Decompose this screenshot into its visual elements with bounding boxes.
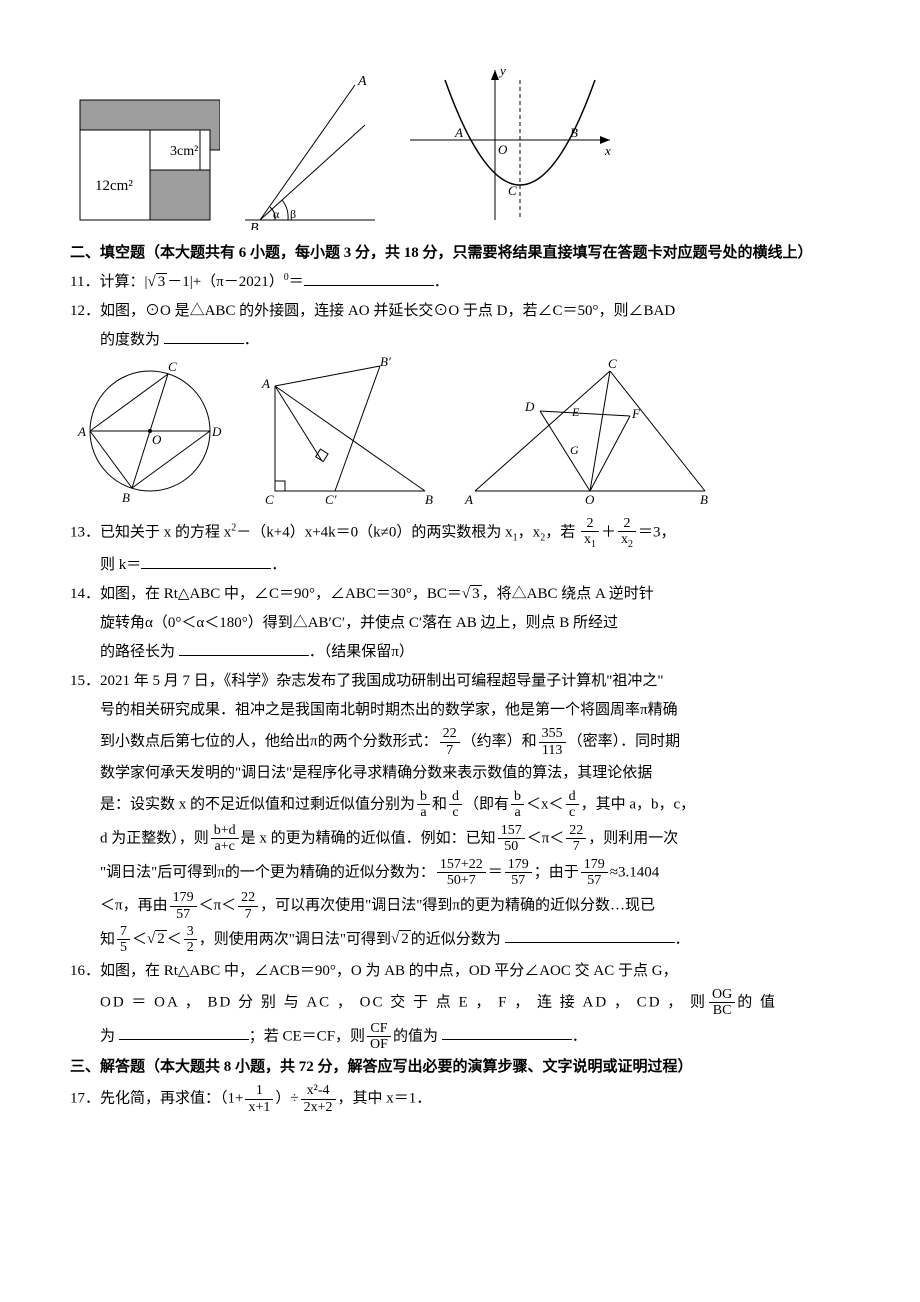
blank-13 [141, 553, 271, 569]
svg-text:x: x [604, 143, 611, 158]
problem-14-l2: 旋转角α（0°＜α＜180°）得到△AB′C′，并使点 C′落在 AB 边上，则… [70, 610, 850, 637]
problem-14: 14．如图，在 Rt△ABC 中，∠C＝90°，∠ABC＝30°，BC＝3，将△… [70, 581, 850, 608]
svg-text:A: A [464, 492, 473, 506]
problem-13: 13．已知关于 x 的方程 x2－（k+4）x+4k＝0（k≠0）的两实数根为 … [70, 516, 850, 550]
svg-text:β: β [290, 207, 296, 221]
svg-text:O: O [152, 432, 162, 447]
section-2-header: 二、填空题（本大题共有 6 小题，每小题 3 分，共 18 分，只需要将结果直接… [70, 240, 850, 267]
svg-text:B: B [700, 492, 708, 506]
q12-text: 12．如图，⊙O 是△ABC 的外接圆，连接 AO 并延长交⊙O 于点 D，若∠… [70, 303, 675, 319]
problem-16-l2: OD ＝ OA ， BD 分 别 与 AC ， OC 交 于 点 E ， F ，… [70, 987, 850, 1019]
blank-14 [179, 640, 309, 656]
problem-15-l9: 知75＜2＜32，则使用两次"调日法"可得到2的近似分数为 ． [70, 924, 850, 956]
svg-text:C: C [265, 492, 274, 506]
sqrt-3: 3 [147, 269, 167, 296]
top-figures-row: 3cm² 12cm² A B α β y x A B O C [70, 60, 850, 230]
q11-pre: 11．计算：| [70, 274, 147, 290]
blank-12 [164, 328, 244, 344]
problem-14-l3: 的路径长为 ．（结果保留π） [70, 639, 850, 666]
figure-rotation-triangle: A C B B′ C′ [250, 356, 440, 506]
mid-figures-row: O A D C B A C B B′ C′ A B C [70, 356, 850, 506]
svg-text:A: A [454, 125, 463, 140]
svg-text:D: D [524, 399, 535, 414]
q12-line2-text: 的度数为 [100, 332, 164, 348]
svg-text:D: D [211, 424, 222, 439]
problem-15-l3: 到小数点后第七位的人，他给出π的两个分数形式：227（约率）和355113（密率… [70, 726, 850, 758]
problem-16-l1: 16．如图，在 Rt△ABC 中，∠ACB＝90°，O 为 AB 的中点，OD … [70, 958, 850, 985]
svg-text:α: α [273, 207, 280, 221]
problem-15-l6: d 为正整数），则b+da+c是 x 的更为精确的近似值．例如：已知15750＜… [70, 823, 850, 855]
problem-13-line2: 则 k＝． [70, 552, 850, 579]
problem-15-l7: "调日法"后可得到π的一个更为精确的近似分数为：157+2250+7＝17957… [70, 857, 850, 889]
blank-11 [304, 270, 434, 286]
svg-text:B: B [570, 125, 578, 140]
figure-circle-abcd: O A D C B [70, 356, 230, 506]
svg-text:E: E [571, 405, 580, 419]
problem-12: 12．如图，⊙O 是△ABC 的外接圆，连接 AO 并延长交⊙O 于点 D，若∠… [70, 298, 850, 325]
problem-12-line2: 的度数为 ． [70, 327, 850, 354]
svg-text:B′: B′ [380, 356, 391, 369]
figure-triangle-alpha-beta: A B α β [240, 70, 380, 230]
problem-15-l5: 是：设实数 x 的不足近似值和过剩近似值分别为ba和dc（即有ba＜x＜dc，其… [70, 789, 850, 821]
figure-parabola: y x A B O C [400, 60, 620, 230]
label-12cm2: 12cm² [95, 178, 133, 194]
q13-pre: 13．已知关于 x 的方程 x [70, 525, 231, 541]
q11-tail: ＝ [289, 274, 304, 290]
problem-15-l2: 号的相关研究成果．祖冲之是我国南北朝时期杰出的数学家，他是第一个将圆周率π精确 [70, 697, 850, 724]
figure-triangle-defgo: A B C D E F G O [460, 356, 720, 506]
svg-text:G: G [570, 443, 579, 457]
problem-11: 11．计算：|3－1|+（π－2021）0＝． [70, 269, 850, 296]
q13-l2: 则 k＝ [100, 557, 141, 573]
problem-17: 17．先化简，再求值：（1+1x+1）÷x²-42x+2，其中 x＝1． [70, 1083, 850, 1115]
frac-2-x1: 2x1 [581, 516, 599, 550]
frac-2-x2: 2x2 [618, 516, 636, 550]
blank-16b [442, 1024, 572, 1040]
svg-text:A: A [357, 74, 367, 89]
blank-15 [505, 927, 675, 943]
svg-text:B: B [250, 221, 259, 230]
svg-text:A: A [261, 376, 270, 391]
blank-16a [119, 1024, 249, 1040]
svg-text:C: C [508, 183, 517, 198]
problem-16-l3: 为 ；若 CE＝CF，则CFOF的值为 ． [70, 1021, 850, 1053]
problem-15-l1: 15．2021 年 5 月 7 日，《科学》杂志发布了我国成功研制出可编程超导量… [70, 668, 850, 695]
svg-text:C: C [608, 356, 617, 371]
svg-text:C: C [168, 359, 177, 374]
svg-text:A: A [77, 424, 86, 439]
svg-text:B: B [425, 492, 433, 506]
svg-text:y: y [498, 63, 506, 78]
sqrt-3b: 3 [462, 581, 482, 608]
svg-text:C′: C′ [325, 492, 337, 506]
q11-mid: －1|+（π－2021） [167, 274, 284, 290]
problem-15-l4: 数学家何承天发明的"调日法"是程序化寻求精确分数来表示数值的算法，其理论依据 [70, 760, 850, 787]
svg-text:O: O [498, 142, 508, 157]
label-3cm2: 3cm² [170, 144, 198, 159]
problem-15-l8: ＜π，再由17957＜π＜227，可以再次使用"调日法"得到π的更为精确的近似分… [70, 890, 850, 922]
svg-text:B: B [122, 490, 130, 505]
svg-text:F: F [631, 406, 641, 421]
figure-rectangle: 3cm² 12cm² [70, 90, 220, 230]
section-3-header: 三、解答题（本大题共 8 小题，共 72 分，解答应写出必要的演算步骤、文字说明… [70, 1054, 850, 1081]
svg-text:O: O [585, 492, 595, 506]
